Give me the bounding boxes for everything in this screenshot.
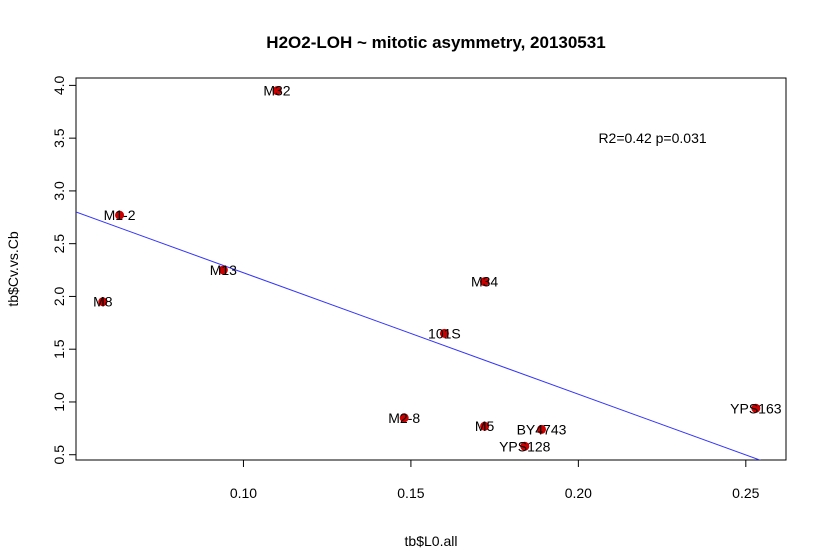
x-tick-label: 0.20	[565, 485, 592, 501]
point-label: BY4743	[517, 421, 567, 437]
point-label: 101S	[428, 325, 461, 341]
point-label: M2-8	[388, 410, 420, 426]
data-point	[439, 328, 449, 338]
point-label: YPS163	[730, 400, 782, 416]
y-axis-label: tb$Cv.vs.Cb	[5, 231, 21, 306]
y-tick-label: 0.5	[51, 445, 67, 465]
data-point	[537, 424, 547, 434]
y-tick-label: 3.5	[51, 128, 67, 148]
x-tick-label: 0.15	[397, 485, 424, 501]
point-label: YPS128	[499, 438, 551, 454]
data-point	[480, 421, 490, 431]
data-point	[751, 403, 761, 413]
x-axis-label: tb$L0.all	[405, 533, 458, 549]
data-point	[272, 86, 282, 96]
y-axis: 0.5 1.0 1.5 2.0 2.5 3.0 3.5 4.0	[51, 75, 77, 465]
regression-line-group	[76, 211, 762, 460]
data-point	[480, 277, 490, 287]
y-tick-label: 1.0	[51, 392, 67, 412]
y-tick-label: 4.0	[51, 75, 67, 95]
y-tick-label: 1.5	[51, 339, 67, 359]
chart-title: H2O2-LOH ~ mitotic asymmetry, 20130531	[266, 33, 605, 52]
y-tick-label: 2.0	[51, 286, 67, 306]
data-point	[98, 297, 108, 307]
point-label: M5	[475, 418, 495, 434]
point-label: M34	[471, 274, 498, 290]
point-label: M1-2	[104, 207, 136, 223]
data-point	[218, 265, 228, 275]
x-axis: 0.10 0.15 0.20 0.25	[230, 459, 760, 501]
y-tick-label: 3.0	[51, 181, 67, 201]
data-point	[399, 413, 409, 423]
y-tick-label: 2.5	[51, 234, 67, 254]
point-label: M32	[263, 83, 290, 99]
regression-line	[76, 211, 762, 460]
point-label: M13	[210, 262, 237, 278]
data-point	[115, 210, 125, 220]
x-tick-label: 0.25	[732, 485, 759, 501]
stats-annotation: R2=0.42 p=0.031	[598, 130, 706, 146]
data-point	[520, 441, 530, 451]
x-tick-label: 0.10	[230, 485, 257, 501]
point-label: M8	[93, 294, 113, 310]
